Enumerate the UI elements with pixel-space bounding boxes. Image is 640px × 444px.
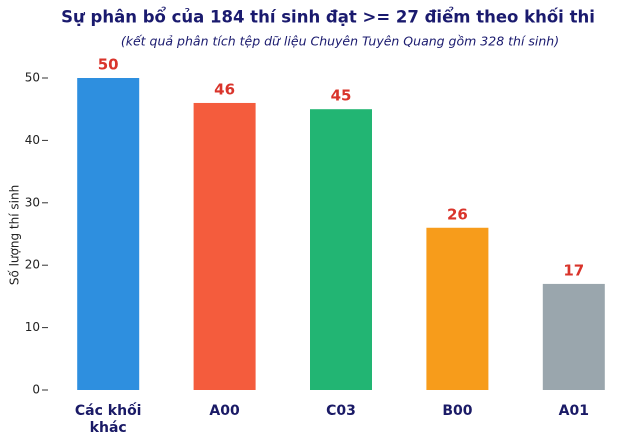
bar — [77, 78, 140, 390]
y-tick-label: 20 — [25, 258, 40, 272]
bar — [310, 109, 372, 390]
y-tick-label: 10 — [25, 320, 40, 334]
data-label: 50 — [98, 56, 119, 74]
y-tick-label: 0 — [32, 383, 40, 397]
bar — [193, 102, 256, 391]
chart-title: Sự phân bổ của 184 thí sinh đạt >= 27 đi… — [61, 8, 595, 27]
bar — [426, 227, 489, 390]
x-tick-label: A00 — [209, 403, 240, 419]
y-tick-label: 50 — [25, 71, 40, 85]
x-tick-label: Các khối khác — [74, 403, 142, 436]
x-tick-label: A01 — [558, 403, 589, 419]
data-label: 46 — [214, 80, 235, 98]
data-label: 26 — [447, 205, 468, 223]
data-label: 45 — [331, 87, 352, 105]
data-label: 17 — [563, 261, 584, 279]
y-tick-label: 40 — [25, 133, 40, 147]
x-tick-label: C03 — [326, 403, 356, 419]
bar — [542, 283, 605, 390]
y-axis-label: Số lượng thí sinh — [8, 185, 22, 285]
x-tick-label: B00 — [442, 403, 473, 419]
y-tick-label: 30 — [25, 195, 40, 209]
chart-subtitle: (kết quả phân tích tệp dữ liệu Chuyên Tu… — [121, 34, 559, 49]
